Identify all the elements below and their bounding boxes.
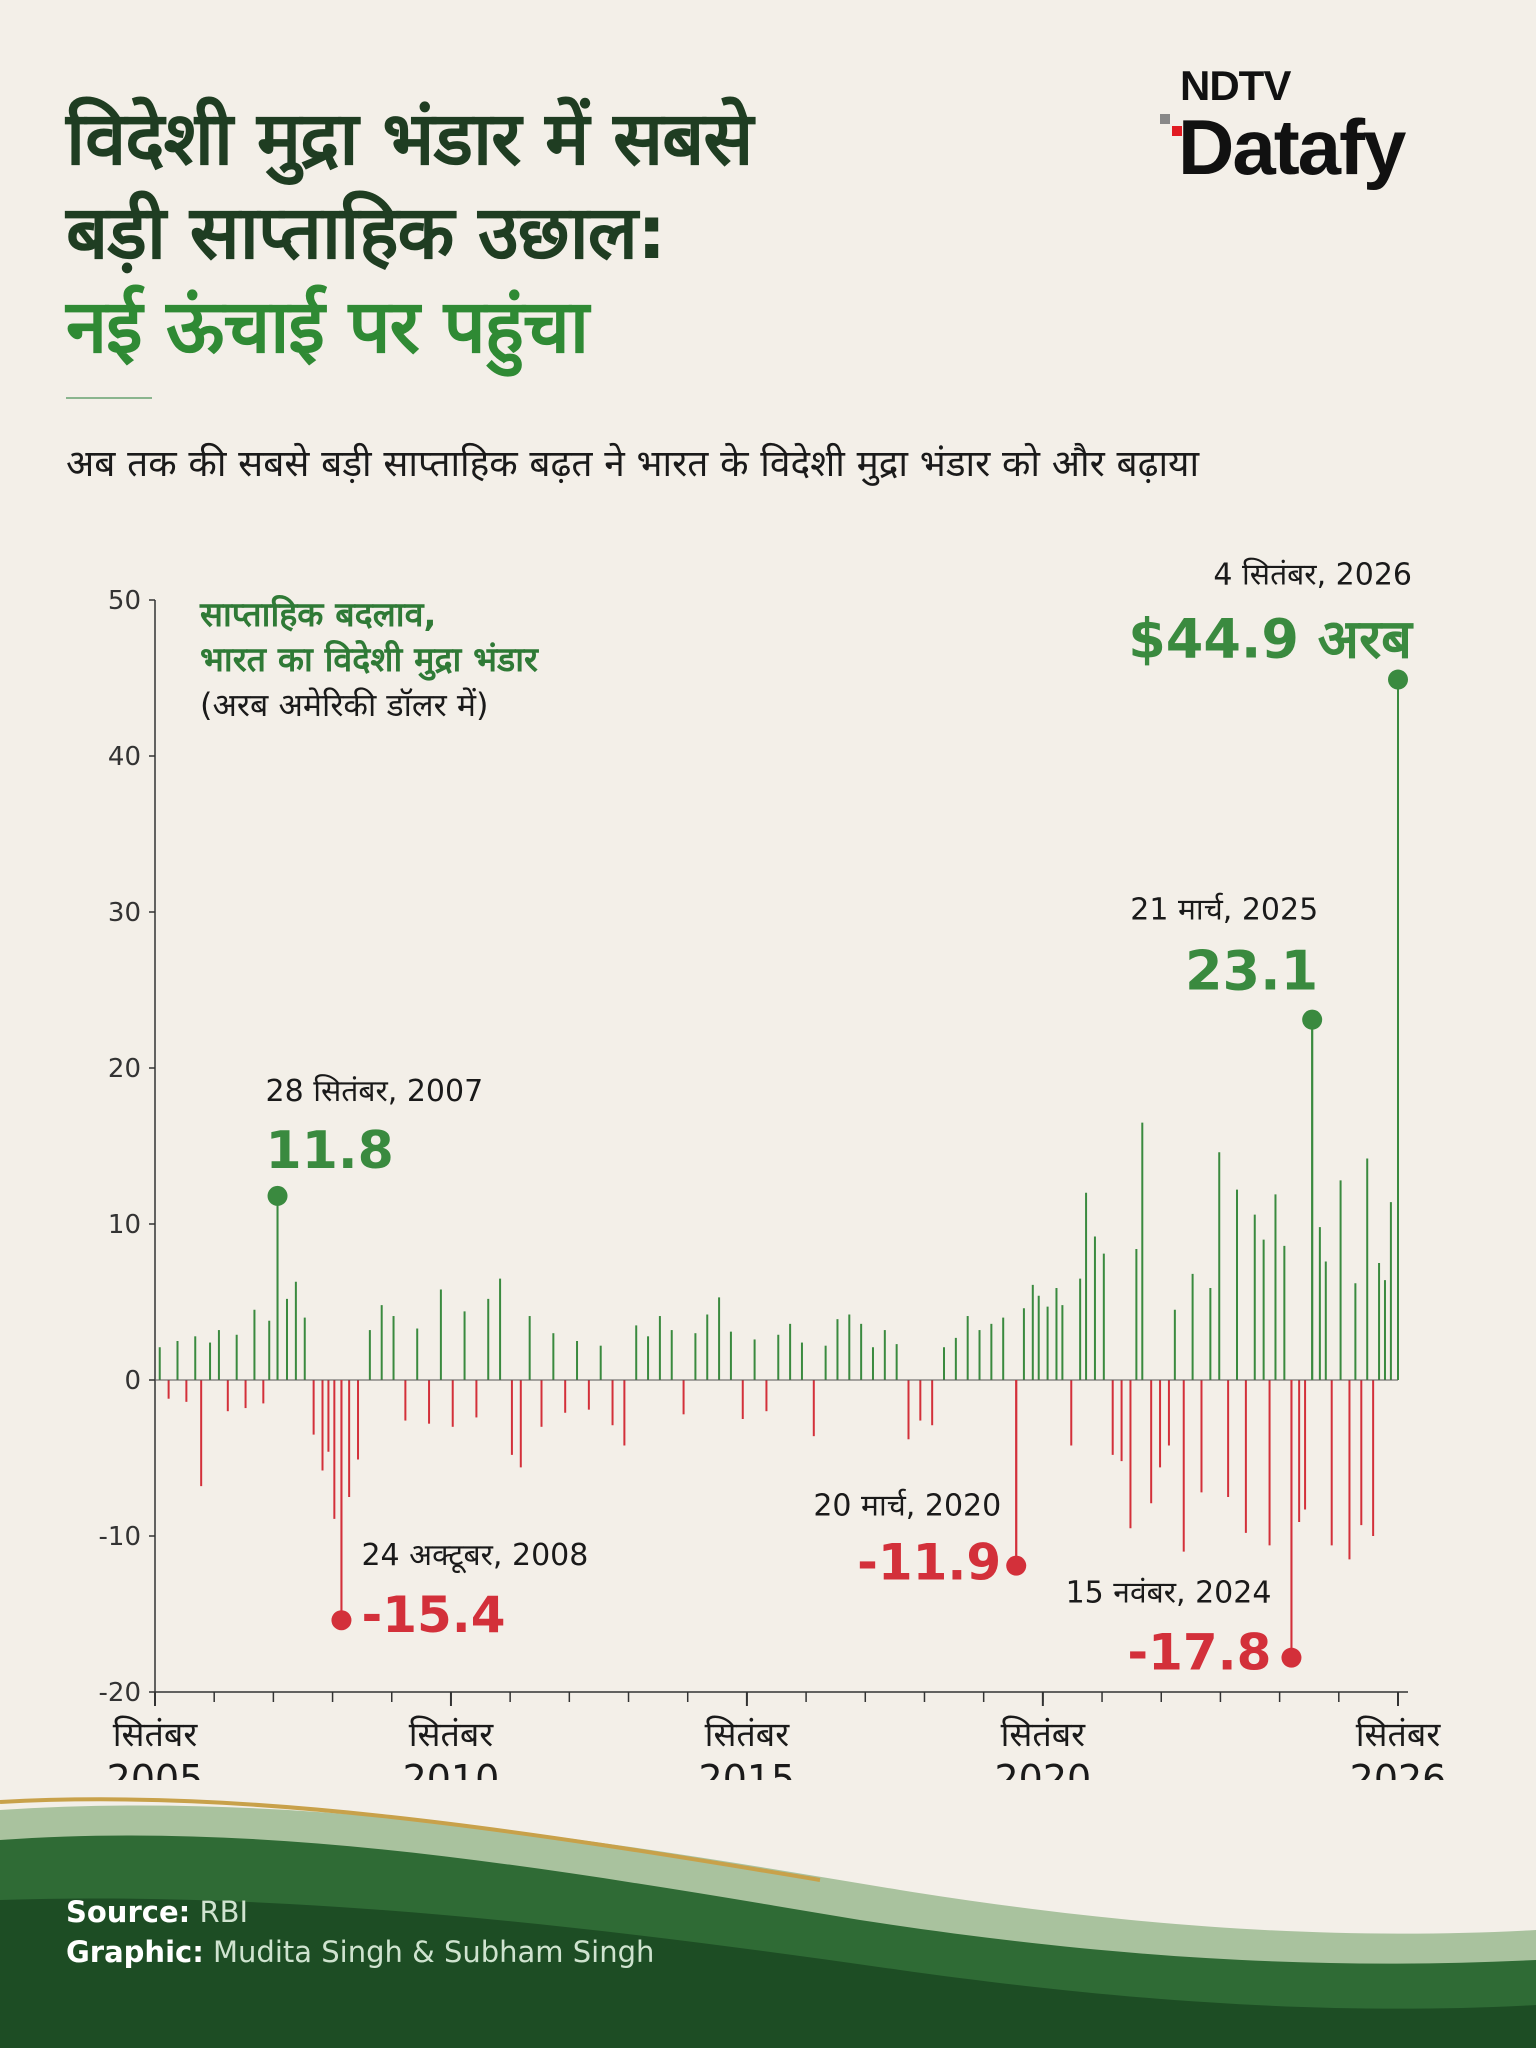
- x-tick-month: सितंबर: [705, 1715, 791, 1755]
- y-tick-label: 0: [124, 1366, 141, 1396]
- weekly-change-chart: 50403020100-10-20सितंबर2005सितंबर2010सित…: [99, 558, 1447, 1780]
- legend-line: (अरब अमेरिकी डॉलर में): [200, 686, 488, 724]
- legend-line: भारत का विदेशी मुद्रा भंडार: [200, 639, 539, 681]
- ndtv-datafy-logo: NDTV Datafy: [1160, 62, 1490, 192]
- annotation-dot: [1006, 1555, 1027, 1576]
- annotation-dot: [1388, 669, 1408, 690]
- y-tick-label: 10: [108, 1210, 141, 1240]
- x-tick-year: 2010: [403, 1757, 500, 1780]
- annotation-value: 23.1: [1185, 940, 1318, 1003]
- page-subtitle: अब तक की सबसे बड़ी साप्ताहिक बढ़त ने भार…: [66, 442, 1200, 485]
- annotation-dot: [267, 1185, 288, 1206]
- y-tick-label: -10: [99, 1522, 141, 1552]
- x-tick-month: सितंबर: [1356, 1715, 1442, 1755]
- credits: Source: RBI Graphic: Mudita Singh & Subh…: [66, 1892, 654, 1972]
- y-tick-label: -20: [99, 1678, 141, 1708]
- y-tick-label: 40: [108, 742, 141, 772]
- x-tick-month: सितंबर: [409, 1715, 495, 1755]
- source-line: Source: RBI: [66, 1892, 654, 1932]
- page-title: विदेशी मुद्रा भंडार में सबसे बड़ी साप्ता…: [66, 92, 1066, 374]
- source-label: Source:: [66, 1895, 191, 1929]
- title-line-1: विदेशी मुद्रा भंडार में सबसे: [66, 96, 753, 182]
- annotation-date: 21 मार्च, 2025: [1130, 893, 1318, 928]
- title-divider: [66, 397, 152, 399]
- x-tick-month: सितंबर: [113, 1715, 199, 1755]
- y-tick-label: 20: [108, 1054, 141, 1084]
- annotation-value: -17.8: [1127, 1624, 1271, 1682]
- annotation-dot: [331, 1610, 352, 1631]
- source-value: RBI: [199, 1895, 249, 1929]
- legend-line: साप्ताहिक बदलाव,: [199, 594, 436, 635]
- logo-dots-icon: [1160, 114, 1186, 140]
- annotation-value: -15.4: [361, 1586, 505, 1644]
- annotation-dot: [1281, 1647, 1302, 1668]
- annotation-dot: [1302, 1009, 1323, 1030]
- footer-wave: [0, 1797, 1536, 2048]
- title-line-2: बड़ी साप्ताहिक उछाल:: [66, 190, 667, 276]
- graphic-line: Graphic: Mudita Singh & Subham Singh: [66, 1932, 654, 1972]
- graphic-value: Mudita Singh & Subham Singh: [213, 1935, 655, 1969]
- annotation-value: -11.9: [857, 1534, 1001, 1592]
- x-tick-year: 2005: [107, 1757, 204, 1780]
- logo-main-text: Datafy: [1178, 103, 1406, 191]
- x-tick-year: 2020: [994, 1757, 1091, 1780]
- logo-top-text: NDTV: [1180, 62, 1291, 109]
- annotation-value: $44.9 अरब: [1128, 608, 1414, 671]
- annotation-date: 4 सितंबर, 2026: [1213, 558, 1412, 593]
- x-tick-month: सितंबर: [1001, 1715, 1087, 1755]
- x-tick-year: 2026: [1350, 1757, 1447, 1780]
- y-tick-label: 30: [108, 898, 141, 928]
- annotation-date: 15 नवंबर, 2024: [1066, 1576, 1272, 1611]
- annotation-date: 28 सितंबर, 2007: [266, 1074, 484, 1109]
- annotation-date: 24 अक्टूबर, 2008: [361, 1538, 588, 1574]
- y-tick-label: 50: [108, 586, 141, 616]
- graphic-label: Graphic:: [66, 1935, 204, 1969]
- title-line-3: नई ऊंचाई पर पहुंचा: [66, 284, 589, 370]
- x-tick-year: 2015: [699, 1757, 796, 1780]
- annotation-date: 20 मार्च, 2020: [813, 1489, 1001, 1524]
- annotation-value: 11.8: [266, 1121, 394, 1181]
